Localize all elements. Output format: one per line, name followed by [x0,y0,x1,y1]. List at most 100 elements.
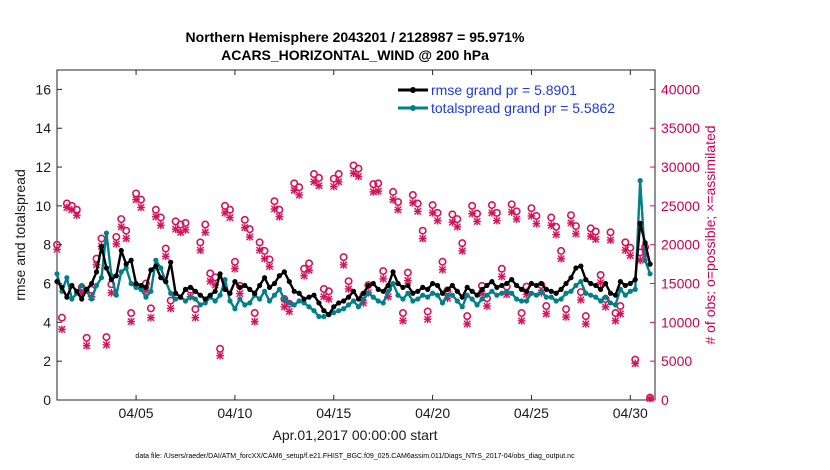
totalspread-series-point [430,290,436,296]
obs-possible-point [270,197,279,206]
obs-assimilated-point [458,247,467,255]
y-tick-label-right: 40000 [661,81,700,97]
obs-possible-point [389,187,398,196]
totalspread-series-point [588,292,594,298]
totalspread-series-point [380,300,386,306]
totalspread-series-point [123,265,129,271]
obs-assimilated-point [156,221,165,230]
totalspread-series-point [168,290,174,296]
obs-assimilated-point [601,302,610,311]
axis-ticks: 0 2 4 6 8 10 12 14 16 0 5000 10000 15000 20000 25000 30… [35,70,700,421]
obs-assimilated-point [606,236,615,244]
totalspread-series-point [286,300,292,306]
obs-possible-point [354,164,363,173]
obs-assimilated-point [112,240,121,248]
x-tick-label: 04/30 [613,405,648,421]
obs-assimilated-point [161,252,170,261]
totalspread-series-point [232,306,238,312]
obs-assimilated-point [493,216,501,225]
rmse-series-point [301,296,307,302]
obs-possible-point [458,239,467,248]
totalspread-series-point [197,302,203,308]
rmse-series-point [588,280,594,287]
obs-assimilated-point [310,177,318,186]
obs-possible-point [621,238,630,247]
chart-title-line1: Northern Hemisphere 2043201 / 2128987 = … [186,29,525,45]
rmse-series-point [118,247,124,254]
y-tick-label-left: 2 [43,353,51,369]
obs-assimilated-point [285,307,294,316]
obs-assimilated-point [527,212,536,220]
rmse-series-point [593,282,599,289]
totalspread-series-point [296,298,302,304]
totalspread-series-point [484,292,490,298]
totalspread-series-point [593,294,599,300]
obs-possible-point [438,257,447,266]
rmse-series-point [227,290,233,296]
totalspread-series-point [227,298,233,304]
rmse-series-point [568,275,574,281]
rmse-series-point [326,311,332,318]
obs-assimilated-point [339,261,348,269]
obs-assimilated-point [305,266,313,275]
totalspread-series-point [261,288,268,294]
totalspread-series-point [350,298,357,304]
obs-assimilated-point [562,313,570,321]
obs-assimilated-point [507,208,516,216]
obs-assimilated-point [354,172,363,181]
rmse-series-point [64,294,70,300]
obs-assimilated-point [166,304,175,313]
rmse-series-point [538,280,544,287]
rmse-series-point [306,294,312,300]
rmse-series-point [607,290,614,296]
rmse-series-point [217,271,223,277]
totalspread-series-point [563,290,569,296]
rmse-series-point [489,278,495,285]
obs-assimilated-point [572,229,580,238]
rmse-series-point [74,288,80,294]
obs-assimilated-point [58,325,66,334]
totalspread-series-point [365,290,371,296]
obs-assimilated-point [418,234,427,243]
rmse-series-point [459,294,465,300]
totalspread-series-point [553,298,559,304]
y-tick-label-left: 16 [35,81,51,97]
obs-assimilated-point [611,316,620,325]
obs-assimilated-point [473,217,481,226]
y-axis-label-left: rmse and totalspread [12,169,28,301]
obs-assimilated-point [646,394,654,403]
y-tick-label-left: 8 [43,237,51,253]
obs-assimilated-point [260,254,269,263]
obs-possible-point [57,313,66,322]
totalspread-series-point [148,288,154,294]
obs-possible-point [201,220,210,229]
rmse-series-point [128,257,134,263]
totalspread-series-point [439,300,446,306]
rmse-series-point [133,280,139,287]
obs-assimilated-point [295,191,304,199]
obs-assimilated-point [82,341,91,350]
rmse-series-point [420,284,426,291]
obs-assimilated-point [102,341,111,349]
totalspread-series-point [528,290,535,296]
rmse-series-point [257,282,263,289]
obs-possible-point [280,295,289,304]
obs-assimilated-point [408,198,417,207]
y-tick-label-right: 25000 [661,198,700,214]
y-tick-label-right: 35000 [661,120,700,136]
rmse-series-point [410,290,416,296]
obs-assimilated-point [236,289,244,298]
totalspread-series-point [568,288,574,294]
obs-assimilated-point [265,262,274,271]
obs-possible-point [225,205,234,214]
totalspread-series-point [410,298,416,304]
totalspread-series-point [509,290,515,296]
obs-assimilated-point [53,245,61,254]
totalspread-series-point [385,288,391,294]
rmse-series-point [415,288,421,294]
obs-assimilated-point [137,203,145,212]
obs-possible-point [250,309,259,318]
obs-assimilated-point [369,188,378,196]
totalspread-series-point [187,294,194,300]
